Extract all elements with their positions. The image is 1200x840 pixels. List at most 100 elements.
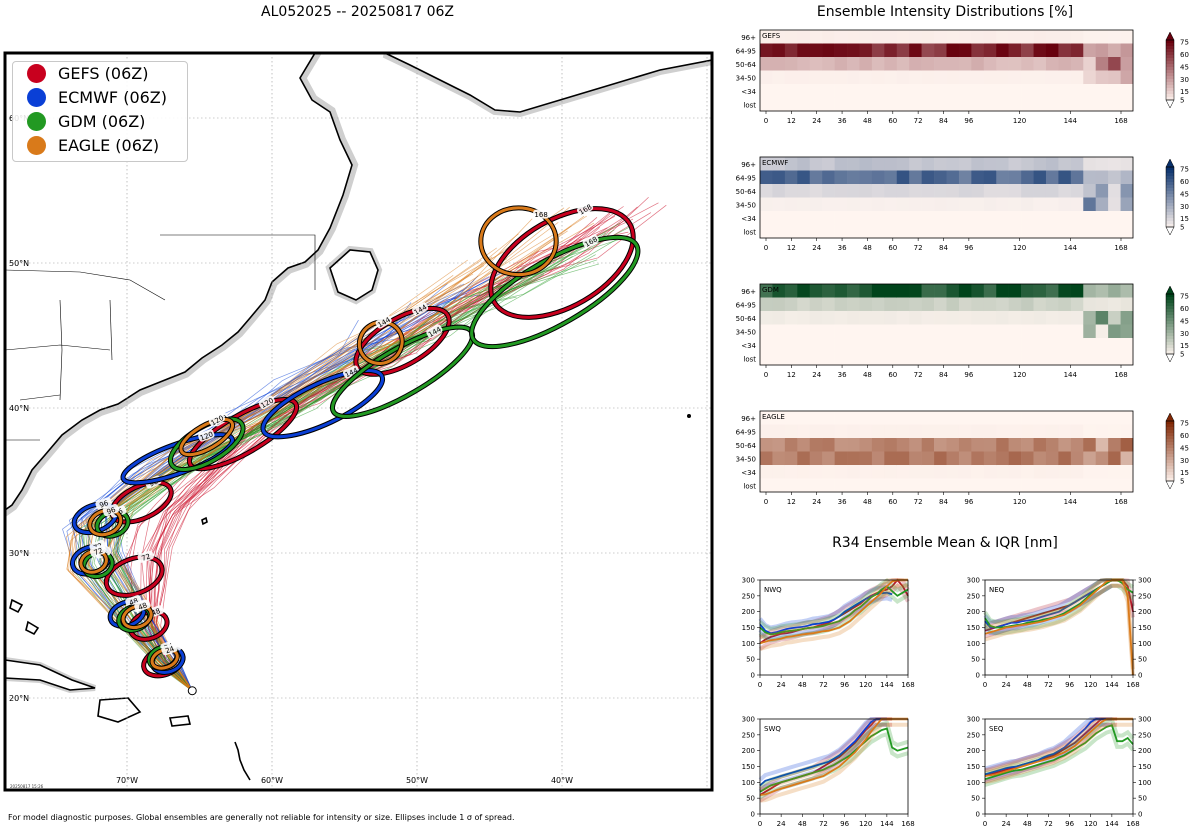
heatmap-cell <box>1008 97 1022 112</box>
legend-item-eagle: EAGLE (06Z) <box>27 136 159 155</box>
heatmap-cell <box>1120 70 1134 85</box>
heatmap-cell <box>1095 43 1109 58</box>
heatmap-cell <box>1058 43 1072 58</box>
heatmap-cell <box>1095 70 1109 85</box>
heatmap-cell <box>1058 57 1072 71</box>
heatmap-cell <box>896 43 910 58</box>
heatmap-cell <box>909 338 922 352</box>
heatmap-cell <box>983 297 997 312</box>
heatmap-cell <box>809 157 823 171</box>
heatmap-x-tick-label: 48 <box>863 371 872 379</box>
heatmap-cell <box>859 157 873 171</box>
heatmap-cell <box>934 84 947 98</box>
heatmap-cell <box>822 30 835 44</box>
heatmap-cell <box>1070 438 1084 452</box>
heatmap-cell <box>784 351 798 366</box>
heatmap-cell <box>1021 97 1034 112</box>
heatmap-cell <box>1120 157 1134 171</box>
heatmap-cell <box>1045 478 1059 493</box>
colorbar-segment <box>1166 179 1174 183</box>
ellipse-stroke <box>121 433 234 485</box>
r34-x-tick-label: 48 <box>1023 820 1032 828</box>
ellipse-hour-label: 72 <box>140 552 151 563</box>
heatmap-cell <box>971 197 985 212</box>
heatmap-cell <box>921 157 935 171</box>
heatmap-x-tick-label: 72 <box>914 498 923 506</box>
heatmap-x-tick-label: 48 <box>863 117 872 125</box>
r34-iqr-line <box>758 582 910 651</box>
colorbar-segment <box>1166 188 1174 192</box>
heatmap-cell <box>921 465 935 479</box>
r34-mean-line <box>759 585 909 636</box>
heatmap-row-label: lost <box>743 228 756 236</box>
r34-mean-line <box>984 724 1134 781</box>
heatmap-cell <box>822 311 835 325</box>
heatmap-cell <box>834 224 848 239</box>
lon-label: 40°W <box>551 776 573 785</box>
heatmap-cell <box>896 478 910 493</box>
heatmap-cell <box>1045 284 1059 298</box>
heatmap-cell <box>1021 324 1034 339</box>
heatmap-cell <box>1033 411 1047 425</box>
heatmap-cell <box>896 411 910 425</box>
r34-x-tick-label: 144 <box>880 681 894 689</box>
heatmap-cell <box>946 30 960 44</box>
heatmap-cell <box>909 30 922 44</box>
heatmap-cell <box>971 451 985 466</box>
r34-x-tick-label: 0 <box>983 681 987 689</box>
heatmap-cell <box>847 224 860 239</box>
colorbar-tick-label: 75 <box>1180 420 1189 428</box>
heatmap-cell <box>809 43 823 58</box>
heatmap-cell <box>934 297 947 312</box>
heatmap-cell <box>971 424 985 439</box>
member-track-line <box>113 222 595 691</box>
heatmap-cell <box>884 311 898 325</box>
colorbar-segment <box>1166 221 1174 225</box>
heatmap-cell <box>822 70 835 85</box>
heatmap-cell <box>809 338 823 352</box>
heatmap-cell <box>1008 224 1022 239</box>
heatmap-cell <box>971 311 985 325</box>
heatmap-cell <box>1095 411 1109 425</box>
colorbar-segment <box>1166 321 1174 325</box>
r34-x-tick-label: 72 <box>819 820 828 828</box>
heatmap-cell <box>809 184 823 198</box>
colorbar-segment <box>1166 421 1174 425</box>
colorbar-segment <box>1166 167 1174 171</box>
r34-x-tick-label: 120 <box>1084 820 1097 828</box>
heatmap-cell <box>1058 197 1072 212</box>
colorbar-segment <box>1166 336 1174 340</box>
r34-quadrant-label: NEQ <box>989 586 1005 594</box>
heatmap-cell <box>760 297 773 312</box>
heatmap-cell <box>1095 157 1109 171</box>
heatmap-cell <box>834 424 848 439</box>
heatmap-cell <box>983 311 997 325</box>
heatmap-cell <box>983 70 997 85</box>
heatmap-frame <box>759 29 1134 112</box>
heatmap-cell <box>809 465 823 479</box>
r34-y-tick-label: 300 <box>967 577 980 585</box>
heatmap-cell <box>909 451 922 466</box>
heatmap-x-tick-label: 24 <box>812 244 821 252</box>
heatmap-cell <box>946 57 960 71</box>
r34-x-tick-label: 144 <box>880 820 894 828</box>
heatmap-cell <box>1045 324 1059 339</box>
heatmap-cell <box>1058 184 1072 198</box>
heatmap-cell <box>1058 465 1072 479</box>
heatmap-cell <box>971 297 985 312</box>
colorbar-segment <box>1166 67 1174 71</box>
heatmap-cell <box>834 184 848 198</box>
r34-iqr-line <box>759 722 908 803</box>
r34-iqr-line <box>984 728 1135 787</box>
heatmap-cell <box>884 70 898 85</box>
r34-iqr-line <box>758 578 910 631</box>
member-track-line <box>87 251 504 692</box>
heatmap-cell <box>871 197 885 212</box>
colorbar-segment <box>1166 176 1174 180</box>
heatmap-cell <box>1108 43 1121 58</box>
heatmap-cell <box>946 197 960 212</box>
heatmap-cell <box>1033 438 1047 452</box>
heatmap-cell <box>958 70 972 85</box>
ellipse-label-bg <box>198 429 215 442</box>
colorbar-tick-label: 30 <box>1180 203 1189 211</box>
